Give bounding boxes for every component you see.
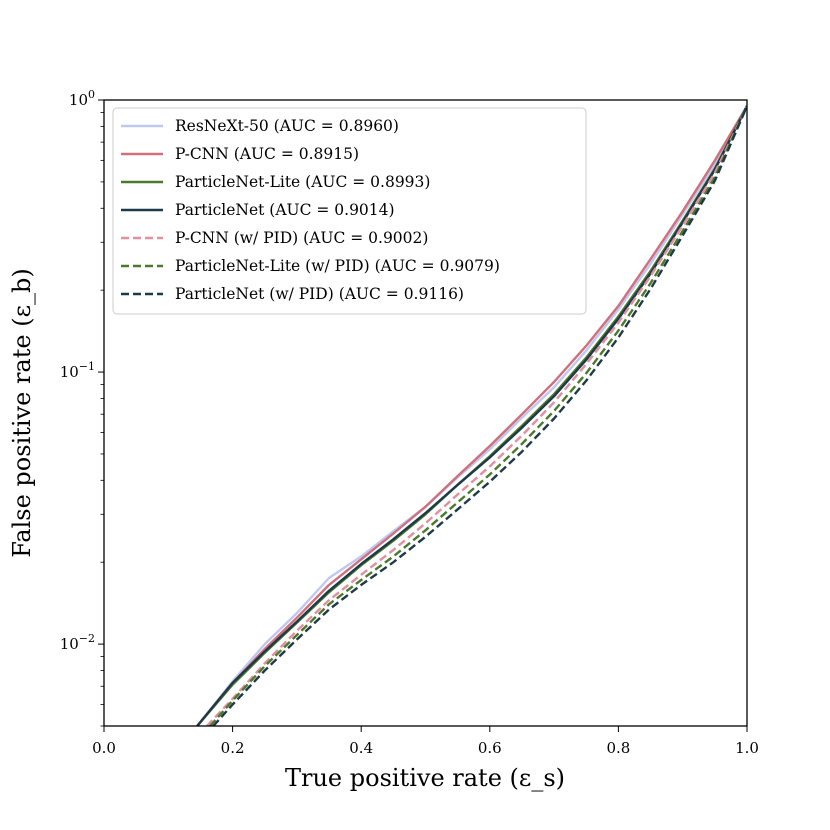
x-tick-label: 0.0 xyxy=(92,739,116,757)
legend: ResNeXt-50 (AUC = 0.8960) P-CNN (AUC = 0.… xyxy=(112,107,587,315)
x-axis: 0.0 0.2 0.4 0.6 0.8 1.0 xyxy=(92,726,759,757)
series-line-0 xyxy=(196,105,747,726)
legend-label-6: ParticleNet (w/ PID) (AUC = 0.9116) xyxy=(175,285,464,303)
legend-label-5: ParticleNet-Lite (w/ PID) (AUC = 0.9079) xyxy=(175,257,500,275)
y-tick-label: 10−2 xyxy=(60,632,95,653)
series-line-6 xyxy=(212,105,747,726)
legend-label-1: P-CNN (AUC = 0.8915) xyxy=(175,145,359,163)
legend-label-2: ParticleNet-Lite (AUC = 0.8993) xyxy=(175,173,430,191)
x-tick-label: 0.8 xyxy=(606,739,630,757)
y-tick-label: 10−1 xyxy=(60,360,95,381)
plot-frame xyxy=(103,99,748,727)
series-line-1 xyxy=(196,105,747,726)
legend-label-4: P-CNN (w/ PID) (AUC = 0.9002) xyxy=(175,229,428,247)
x-axis-label: True positive rate (ε_s) xyxy=(285,764,565,792)
y-axis: 10−2 10−1 100 xyxy=(60,88,104,727)
legend-label-0: ResNeXt-50 (AUC = 0.8960) xyxy=(175,117,399,135)
series-line-5 xyxy=(209,105,747,726)
legend-label-3: ParticleNet (AUC = 0.9014) xyxy=(175,201,395,219)
series-layer xyxy=(196,105,747,726)
legend-box xyxy=(112,107,587,315)
x-tick-label: 0.2 xyxy=(221,739,245,757)
x-tick-label: 1.0 xyxy=(735,739,759,757)
series-line-4 xyxy=(206,105,747,726)
y-axis-label: False positive rate (ε_b) xyxy=(8,268,36,557)
y-tick-label: 100 xyxy=(69,88,95,109)
x-tick-label: 0.6 xyxy=(478,739,502,757)
series-line-3 xyxy=(196,105,747,726)
x-tick-label: 0.4 xyxy=(349,739,373,757)
